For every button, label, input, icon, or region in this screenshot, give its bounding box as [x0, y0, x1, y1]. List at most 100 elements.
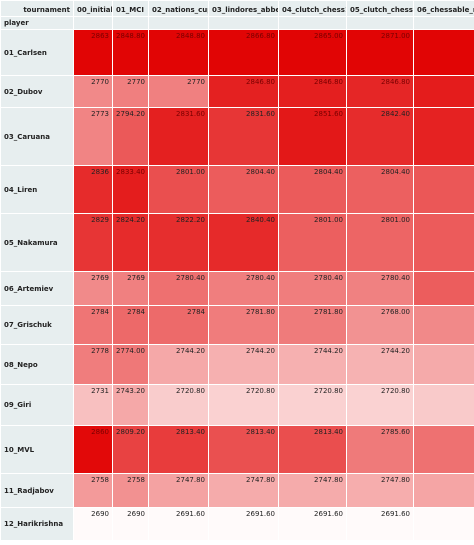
value-cell: 2784: [112, 305, 149, 345]
row-label: 06_Artemiev: [0, 271, 74, 306]
value-cell: 2780.40: [148, 271, 209, 306]
value-cell: 2848.80: [148, 29, 209, 76]
value-cell: 2720.80: [413, 384, 474, 426]
value-cell: 2691.60: [208, 507, 279, 541]
table-row: 08_Nepo 2778 2774.00 2744.20 2744.20 2744.20 2…: [0, 344, 474, 385]
value-cell: 2758: [73, 473, 113, 508]
table-row: 05_Nakamura 2829 2824.20 2822.20 2840.40 2801…: [0, 213, 474, 272]
empty-header: [346, 16, 414, 30]
table-row: 06_Artemiev 2769 2769 2780.40 2780.40 2780.40…: [0, 271, 474, 306]
value-cell: 2846.80: [346, 75, 414, 108]
value-cell: 2804.40: [278, 165, 347, 214]
value-cell: 2720.80: [346, 384, 414, 426]
value-cell: 2769: [73, 271, 113, 306]
value-cell: 2774.00: [112, 344, 149, 385]
value-cell: 2768.00: [413, 305, 474, 345]
row-label: 02_Dubov: [0, 75, 74, 108]
value-cell: 2846.80: [208, 75, 279, 108]
value-cell: 2780.40: [278, 271, 347, 306]
empty-header: [278, 16, 347, 30]
value-cell: 2804.40: [346, 165, 414, 214]
value-cell: 2784: [73, 305, 113, 345]
value-cell: 2780.40: [208, 271, 279, 306]
value-cell: 2720.80: [148, 384, 209, 426]
column-header: 00_initial: [73, 0, 113, 17]
empty-header: [112, 16, 149, 30]
value-cell: 2747.80: [208, 473, 279, 508]
value-cell: 2804.40: [413, 165, 474, 214]
value-cell: 2744.20: [208, 344, 279, 385]
value-cell: 2770: [148, 75, 209, 108]
value-cell: 2744.20: [346, 344, 414, 385]
value-cell: 2871.00: [346, 29, 414, 76]
value-cell: 2768.00: [346, 305, 414, 345]
column-header: 02_nations_cup: [148, 0, 209, 17]
table-row: 11_Radjabov 2758 2758 2747.80 2747.80 2747.80…: [0, 473, 474, 508]
value-cell: 2801.00: [413, 213, 474, 272]
table-row: 03_Caruana 2773 2794.20 2831.60 2831.60 2851.…: [0, 107, 474, 166]
value-cell: 2863: [73, 29, 113, 76]
value-cell: 2744.20: [413, 344, 474, 385]
empty-header: [413, 16, 474, 30]
table-body: 01_Carlsen 2863 2848.80 2848.80 2866.80 2865.…: [0, 29, 474, 541]
value-cell: 2801.00: [278, 213, 347, 272]
table-row: 01_Carlsen 2863 2848.80 2848.80 2866.80 2865.…: [0, 29, 474, 76]
row-label: 09_Giri: [0, 384, 74, 426]
value-cell: 2846.80: [278, 75, 347, 108]
row-label: 10_MVL: [0, 425, 74, 474]
value-cell: 2747.80: [148, 473, 209, 508]
index-name: player: [0, 16, 74, 30]
empty-header: [73, 16, 113, 30]
value-cell: 2690: [73, 507, 113, 541]
column-header: 03_lindores_abbey: [208, 0, 279, 17]
value-cell: 2780.40: [346, 271, 414, 306]
value-cell: 2833.40: [112, 165, 149, 214]
value-cell: 2848.80: [112, 29, 149, 76]
value-cell: 2846.80: [413, 75, 474, 108]
value-cell: 2744.20: [148, 344, 209, 385]
table-row: 10_MVL 2860 2809.20 2813.40 2813.40 2813.40 27…: [0, 425, 474, 474]
row-label: 08_Nepo: [0, 344, 74, 385]
value-cell: 2691.60: [346, 507, 414, 541]
value-cell: 2770: [112, 75, 149, 108]
value-cell: 2829: [73, 213, 113, 272]
columns-name: tournament: [0, 0, 74, 17]
table-row: 02_Dubov 2770 2770 2770 2846.80 2846.80 2846.8…: [0, 75, 474, 108]
table-row: 09_Giri 2731 2743.20 2720.80 2720.80 2720.80 2…: [0, 384, 474, 426]
value-cell: 2784: [148, 305, 209, 345]
table-row: 12_Harikrishna 2690 2690 2691.60 2691.60 2691…: [0, 507, 474, 541]
value-cell: 2747.80: [346, 473, 414, 508]
value-cell: 2813.40: [208, 425, 279, 474]
value-cell: 2842.40: [346, 107, 414, 166]
value-cell: 2866.80: [208, 29, 279, 76]
header-row: tournament 00_initial 01_MCI 02_nations_cup…: [0, 0, 474, 17]
value-cell: 2801.00: [148, 165, 209, 214]
value-cell: 2691.60: [148, 507, 209, 541]
value-cell: 2809.20: [112, 425, 149, 474]
column-header: 01_MCI: [112, 0, 149, 17]
value-cell: 2720.80: [208, 384, 279, 426]
column-header: 06_chessable_m: [413, 0, 474, 17]
value-cell: 2731: [73, 384, 113, 426]
value-cell: 2799.60: [413, 271, 474, 306]
row-label: 05_Nakamura: [0, 213, 74, 272]
value-cell: 2785.60: [413, 425, 474, 474]
header-row: player: [0, 16, 474, 30]
row-label: 03_Caruana: [0, 107, 74, 166]
row-label: 07_Grischuk: [0, 305, 74, 345]
value-cell: 2720.80: [278, 384, 347, 426]
empty-header: [148, 16, 209, 30]
value-cell: 2865.00: [278, 29, 347, 76]
value-cell: 2769: [112, 271, 149, 306]
value-cell: 2773: [73, 107, 113, 166]
table-row: 07_Grischuk 2784 2784 2784 2781.80 2781.80 276…: [0, 305, 474, 345]
value-cell: 2785.60: [346, 425, 414, 474]
empty-header: [208, 16, 279, 30]
table-header: tournament 00_initial 01_MCI 02_nations_cup…: [0, 0, 474, 30]
value-cell: 2851.60: [278, 107, 347, 166]
column-header: 04_clutch_chess1: [278, 0, 347, 17]
row-label: 01_Carlsen: [0, 29, 74, 76]
row-label: 12_Harikrishna: [0, 507, 74, 541]
